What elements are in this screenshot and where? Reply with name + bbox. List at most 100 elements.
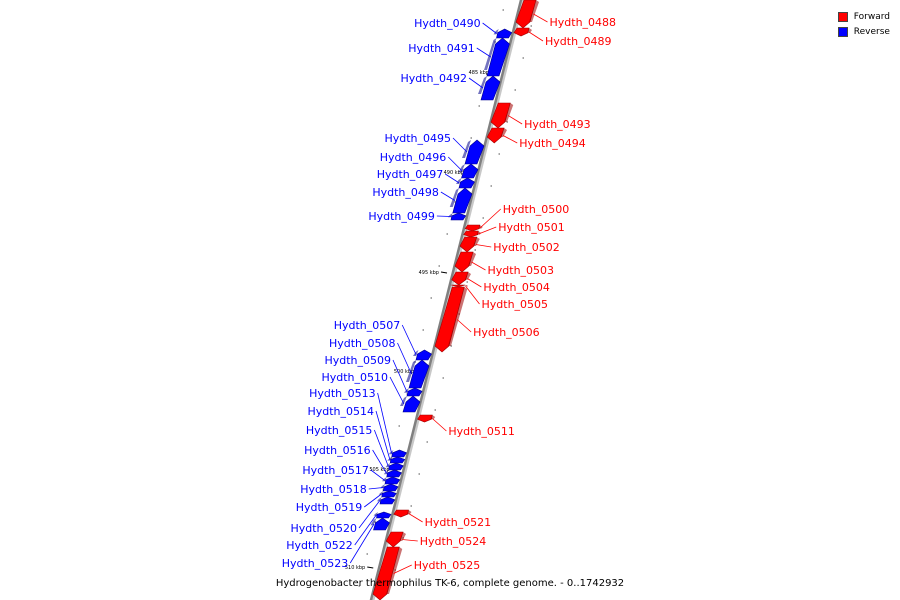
leader-line	[432, 418, 447, 432]
gene-arrow-side	[456, 178, 462, 184]
gene-arrow	[450, 212, 467, 221]
gene-arrow-side	[448, 287, 468, 346]
gene-arrow-side	[500, 128, 507, 137]
gene-label: Hydth_0523	[282, 557, 349, 570]
leader-line	[358, 500, 381, 529]
strand-legend: Forward Reverse	[837, 9, 890, 39]
gene-arrow-side	[527, 28, 532, 33]
tick-label: 495 kbp	[419, 270, 439, 276]
tick-label: 485 kbp	[469, 70, 489, 76]
gene-label: Hydth_0503	[488, 264, 555, 277]
gene-label: Hydth_0502	[493, 241, 560, 254]
leader-line	[507, 115, 523, 125]
gene-arrow-side	[529, 0, 539, 22]
gene-arrow	[379, 496, 396, 505]
gene-arrow-side	[382, 477, 387, 482]
genome-caption: Hydrogenobacter thermophilus TK-6, compl…	[275, 578, 625, 589]
gene-arrow	[515, 0, 537, 29]
legend-reverse-label: Reverse	[853, 26, 890, 37]
gene-arrow-side	[493, 29, 499, 35]
gene-arrow	[391, 449, 407, 458]
leader-line	[476, 47, 491, 58]
gene-label: Hydth_0517	[302, 464, 369, 477]
gene-label: Hydth_0489	[545, 35, 612, 48]
gene-label: Hydth_0492	[400, 72, 467, 85]
gene-arrow	[389, 456, 406, 464]
gene-arrow	[451, 271, 469, 286]
gene-arrow	[496, 28, 513, 39]
gene-label: Hydth_0495	[384, 132, 451, 145]
leader-line	[436, 215, 451, 217]
gene-arrow	[486, 127, 505, 144]
leader-line	[479, 208, 502, 229]
gene-arrow-side	[373, 512, 378, 516]
gene-label: Hydth_0520	[290, 522, 357, 535]
gene-label: Hydth_0491	[408, 42, 475, 55]
gene-arrow	[458, 177, 475, 189]
backbone-line	[369, 0, 523, 600]
gene-label: Hydth_0510	[321, 371, 388, 384]
leader-line	[349, 523, 375, 564]
gene-arrow-side	[406, 360, 416, 382]
gene-arrow	[393, 509, 409, 518]
label-leader-lines	[349, 13, 548, 574]
gene-label: Hydth_0499	[368, 210, 435, 223]
gene-label: Hydth_0490	[414, 17, 481, 30]
gene-arrow-side	[473, 237, 480, 246]
gene-label: Hydth_0506	[473, 326, 540, 339]
gene-label: Hydth_0505	[482, 298, 549, 311]
legend-forward-label: Forward	[853, 11, 890, 22]
gene-arrow-side	[484, 38, 497, 70]
gene-label: Hydth_0496	[380, 151, 447, 164]
leader-line	[440, 191, 456, 201]
gene-arrow-side	[462, 140, 471, 158]
gene-label: Hydth_0524	[420, 535, 487, 548]
gene-label: Hydth_0513	[309, 387, 376, 400]
gene-arrow	[372, 546, 400, 600]
genome-backbone	[369, 0, 525, 600]
gene-arrow	[459, 236, 478, 253]
gene-label: Hydth_0515	[306, 424, 373, 437]
forward-swatch	[837, 11, 848, 22]
gene-arrow-side	[464, 285, 468, 287]
leader-line	[401, 324, 417, 356]
gene-arrow	[434, 286, 465, 353]
tick-label: 490 kbp	[444, 170, 464, 176]
gene-label: Hydth_0501	[498, 221, 565, 234]
gene-arrow-side	[504, 103, 514, 122]
leader-line	[375, 410, 391, 461]
gene-label: Hydth_0498	[372, 186, 439, 199]
leader-line	[392, 359, 408, 393]
gene-label: Hydth_0494	[519, 137, 586, 150]
leader-line	[528, 31, 544, 42]
gene-label: Hydth_0504	[483, 281, 550, 294]
leader-line	[370, 469, 386, 481]
gene-label: Hydth_0514	[307, 405, 374, 418]
leader-line	[468, 77, 484, 89]
gene-label: Hydth_0493	[524, 118, 591, 131]
gene-labels: Hydth_0488 Hydth_0489 Hydth_0490 Hydth_0491…	[282, 16, 616, 572]
tick-label: 500 kbp	[394, 369, 414, 375]
tick-label: 505 kbp	[369, 467, 389, 473]
gene-arrow-side	[380, 484, 385, 489]
backbone-shadow	[370, 0, 525, 600]
leader-line	[408, 513, 423, 523]
gene-arrow-side	[386, 547, 403, 594]
gene-label: Hydth_0500	[503, 203, 570, 216]
gene-arrow-side	[478, 76, 487, 94]
gene-label: Hydth_0509	[324, 354, 391, 367]
gene-arrow	[384, 476, 401, 485]
leader-line	[456, 319, 472, 333]
leader-line	[393, 564, 412, 574]
leader-line	[465, 285, 480, 305]
gene-label: Hydth_0522	[286, 539, 353, 552]
gene-arrow-side	[399, 532, 406, 541]
leader-line	[389, 376, 405, 405]
leader-line	[447, 156, 463, 172]
gene-label: Hydth_0488	[550, 16, 617, 29]
gene-arrow	[376, 511, 392, 519]
gene-arrow-side	[468, 252, 476, 266]
leader-line	[364, 493, 382, 508]
gene-arrow-side	[430, 415, 436, 420]
